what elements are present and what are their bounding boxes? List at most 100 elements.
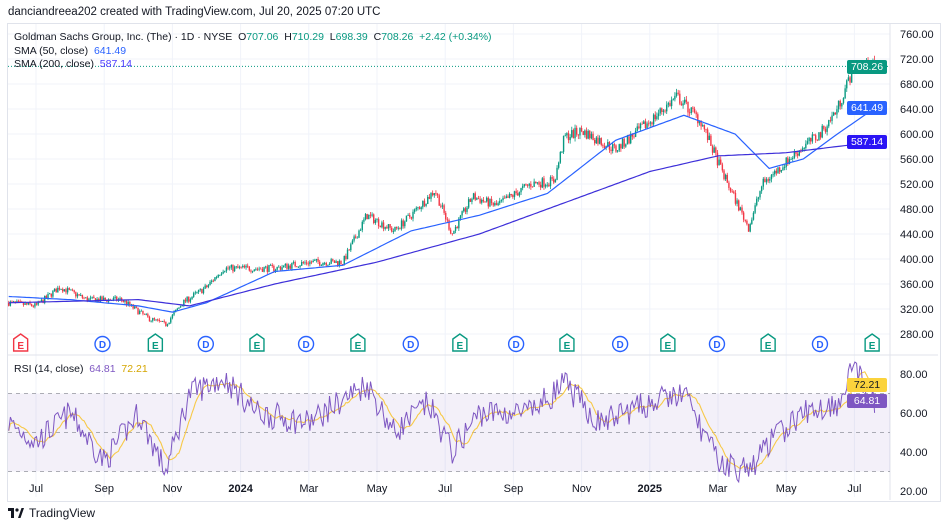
candle-down bbox=[50, 293, 52, 297]
candle-down bbox=[597, 137, 599, 144]
candle-down bbox=[395, 226, 398, 229]
earnings-event-icon[interactable]: E bbox=[12, 333, 29, 352]
dividend-event-icon[interactable]: D bbox=[811, 335, 829, 353]
rsi-axis-label: 20.00 bbox=[900, 486, 928, 498]
dividend-marker-shape bbox=[507, 335, 525, 353]
candle-down bbox=[644, 121, 647, 129]
price-axis-label: 680.00 bbox=[900, 79, 934, 91]
earnings-event-icon[interactable]: E bbox=[559, 333, 575, 352]
candle-up bbox=[546, 184, 548, 186]
candle-up bbox=[518, 192, 521, 196]
candle-up bbox=[433, 193, 435, 196]
candle-down bbox=[29, 302, 31, 305]
sma50-label: SMA (50, close) bbox=[14, 45, 89, 57]
candle-up bbox=[739, 207, 742, 211]
candle-up bbox=[598, 138, 601, 144]
candle-down bbox=[248, 266, 251, 271]
candle-up bbox=[292, 262, 295, 263]
earnings-marker-shape bbox=[559, 333, 575, 352]
candle-up bbox=[102, 297, 105, 301]
candle-down bbox=[510, 193, 512, 196]
candle-down bbox=[679, 93, 681, 104]
candle-up bbox=[754, 205, 756, 213]
candle-up bbox=[57, 287, 59, 293]
candle-down bbox=[706, 129, 709, 140]
price-axis-label: 440.00 bbox=[900, 229, 934, 241]
earnings-marker-letter: E bbox=[665, 341, 672, 352]
price-axis-label: 640.00 bbox=[900, 104, 934, 116]
candle-up bbox=[91, 296, 93, 298]
candle-up bbox=[579, 127, 581, 136]
earnings-event-icon[interactable]: E bbox=[452, 333, 468, 352]
candle-up bbox=[176, 308, 179, 310]
candle-down bbox=[227, 267, 229, 269]
candle-up bbox=[338, 260, 341, 266]
candle-up bbox=[228, 267, 231, 269]
symbol-name: Goldman Sachs Group, Inc. (The) · 1D · N… bbox=[14, 31, 233, 43]
candle-down bbox=[317, 258, 319, 262]
candle-up bbox=[371, 214, 373, 216]
candle-down bbox=[22, 302, 25, 305]
candle-up bbox=[166, 324, 169, 326]
earnings-event-icon[interactable]: E bbox=[660, 333, 676, 352]
tradingview-logo[interactable]: TradingView bbox=[8, 506, 95, 520]
candle-down bbox=[731, 191, 733, 193]
candle-up bbox=[53, 288, 56, 292]
candle-up bbox=[485, 197, 488, 202]
earnings-event-icon[interactable]: E bbox=[249, 333, 265, 352]
candle-down bbox=[738, 200, 740, 211]
candle-up bbox=[353, 236, 355, 241]
candle-down bbox=[535, 181, 537, 184]
candle-up bbox=[24, 303, 26, 305]
candle-down bbox=[399, 227, 401, 229]
sma200-label: SMA (200, close) bbox=[14, 58, 94, 70]
earnings-event-icon[interactable]: E bbox=[864, 333, 880, 352]
candle-down bbox=[93, 296, 95, 299]
candle-down bbox=[628, 136, 630, 144]
earnings-event-icon[interactable]: E bbox=[147, 333, 164, 352]
rsi-legend[interactable]: RSI (14, close) 64.81 72.21 bbox=[14, 363, 148, 375]
candle-down bbox=[734, 192, 737, 204]
candle-up bbox=[63, 289, 66, 292]
candle-up bbox=[497, 203, 499, 206]
sma50-legend[interactable]: SMA (50, close) 641.49 bbox=[14, 45, 126, 57]
candle-up bbox=[489, 198, 491, 207]
candle-up bbox=[772, 174, 774, 176]
earnings-marker-letter: E bbox=[869, 341, 876, 352]
candle-down bbox=[296, 266, 298, 268]
earnings-marker-letter: E bbox=[254, 341, 261, 352]
earnings-event-icon[interactable]: E bbox=[760, 333, 776, 352]
candle-up bbox=[571, 130, 573, 138]
candle-up bbox=[320, 265, 323, 266]
candle-down bbox=[703, 125, 706, 130]
earnings-marker-shape bbox=[452, 333, 468, 352]
dividend-event-icon[interactable]: D bbox=[94, 335, 111, 353]
candle-up bbox=[774, 170, 776, 175]
candle-up bbox=[222, 271, 224, 274]
earnings-event-icon[interactable]: E bbox=[350, 333, 366, 352]
candle-down bbox=[716, 152, 719, 166]
earnings-marker-letter: E bbox=[564, 341, 571, 352]
sma200-legend[interactable]: SMA (200, close) 587.14 bbox=[14, 58, 132, 70]
candle-up bbox=[170, 318, 172, 323]
dividend-event-icon[interactable]: D bbox=[708, 335, 726, 353]
candle-up bbox=[762, 178, 764, 187]
candle-down bbox=[377, 219, 380, 227]
candle-down bbox=[125, 300, 128, 306]
dividend-event-icon[interactable]: D bbox=[402, 335, 419, 353]
candle-down bbox=[810, 137, 812, 142]
dividend-event-icon[interactable]: D bbox=[197, 335, 215, 353]
candle-down bbox=[81, 294, 84, 298]
candle-up bbox=[621, 138, 624, 149]
candle-up bbox=[278, 266, 280, 268]
candle-up bbox=[554, 179, 557, 183]
dividend-event-icon[interactable]: D bbox=[611, 335, 629, 353]
candle-up bbox=[782, 167, 784, 170]
candle-up bbox=[425, 203, 427, 206]
candle-down bbox=[744, 219, 746, 221]
candle-up bbox=[590, 133, 593, 139]
candle-up bbox=[466, 207, 468, 212]
dividend-event-icon[interactable]: D bbox=[507, 335, 525, 353]
dividend-event-icon[interactable]: D bbox=[297, 335, 315, 353]
